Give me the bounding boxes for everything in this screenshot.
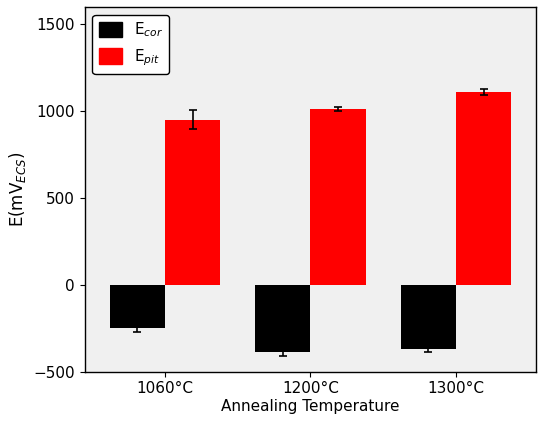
Bar	[110, 285, 165, 328]
Bar	[165, 120, 220, 285]
X-axis label: Annealing Temperature: Annealing Temperature	[221, 399, 400, 414]
Bar	[311, 109, 366, 285]
Bar	[255, 285, 311, 352]
Bar	[401, 285, 456, 349]
Y-axis label: E(mV$_{ECS}$): E(mV$_{ECS}$)	[7, 152, 28, 227]
Bar	[456, 92, 512, 285]
Legend: E$_{cor}$, E$_{pit}$: E$_{cor}$, E$_{pit}$	[92, 15, 169, 74]
